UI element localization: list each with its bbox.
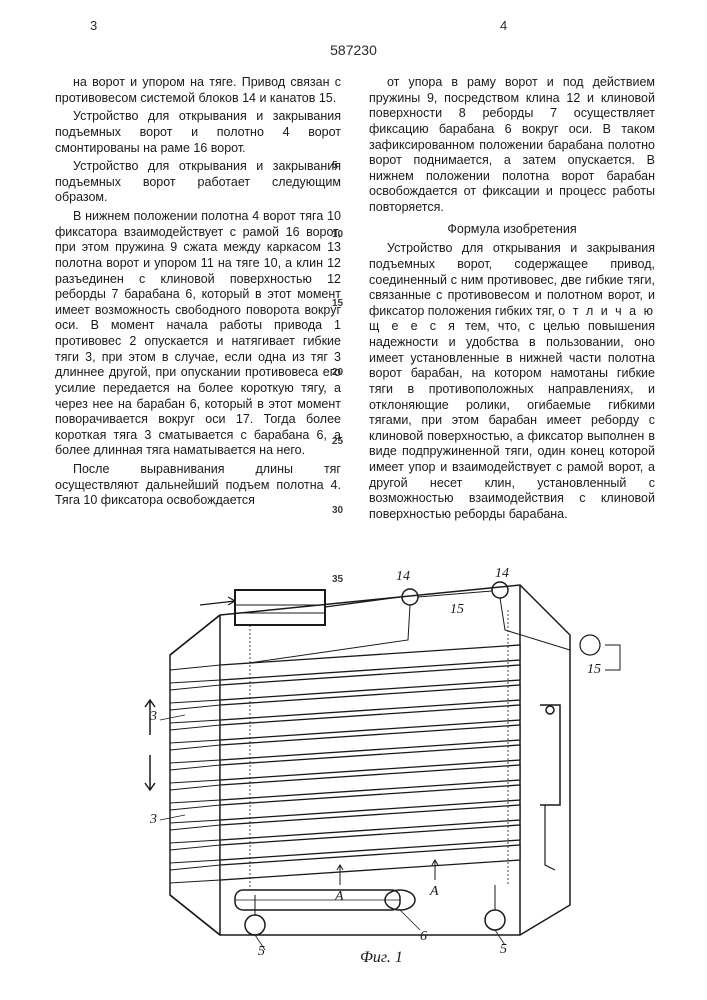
paragraph: Устройство для открывания и закрывания п…: [55, 159, 341, 206]
document-number: 587230: [0, 42, 707, 58]
annotation: 6: [420, 929, 427, 944]
left-column: на ворот и упором на тяге. Привод связан…: [55, 75, 341, 526]
annotation: 15: [450, 602, 464, 617]
annotation: 14: [396, 569, 410, 584]
annotation: А: [334, 889, 344, 904]
left-page-num: 3: [90, 18, 97, 33]
annotation: А: [429, 884, 439, 899]
annotation: 3: [149, 812, 157, 827]
paragraph: Устройство для открывания и закрывания п…: [55, 109, 341, 156]
paragraph: После выравнивания длины тяг осуществляю…: [55, 462, 341, 509]
claims-heading: Формула изобретения: [369, 222, 655, 238]
right-page-num: 4: [500, 18, 507, 33]
paragraph: на ворот и упором на тяге. Привод связан…: [55, 75, 341, 106]
paragraph: Устройство для открывания и закрывания п…: [369, 241, 655, 522]
annotation: 14: [495, 566, 509, 581]
annotation: 3: [149, 709, 157, 724]
figure-1: 3 3 5 5 6 14 14 15 15 А А Фиг. 1: [100, 555, 630, 975]
figure-label: Фиг. 1: [360, 949, 403, 967]
paragraph: от упора в раму ворот и под действием пр…: [369, 75, 655, 216]
right-column: от упора в раму ворот и под действием пр…: [369, 75, 655, 526]
annotation: 15: [587, 662, 601, 677]
annotation: 5: [258, 944, 265, 955]
text-columns: на ворот и упором на тяге. Привод связан…: [55, 75, 655, 526]
annotation: 5: [500, 942, 507, 955]
paragraph: В нижнем положении полотна 4 ворот тяга …: [55, 209, 341, 459]
technical-drawing: 3 3 5 5 6 14 14 15 15 А А: [100, 555, 630, 955]
